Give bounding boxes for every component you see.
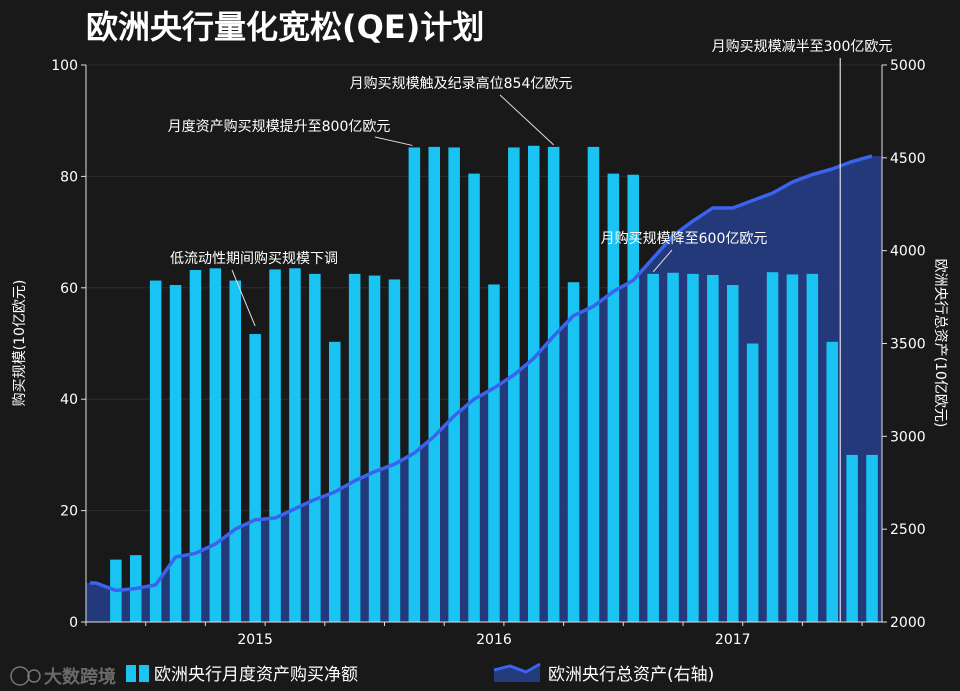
right-tick-label: 2500	[890, 522, 926, 538]
annotation-leader	[374, 136, 413, 146]
legend-bar-label: 欧洲央行月度资产购买净额	[154, 665, 358, 685]
right-tick-label: 3500	[890, 337, 926, 353]
chart-title: 欧洲央行量化宽松(QE)计划	[86, 8, 484, 46]
annotation-leader	[652, 249, 673, 273]
bar-series-layer	[110, 145, 878, 623]
legend-bar-swatch-icon	[126, 665, 149, 682]
purchase-bar	[488, 284, 500, 622]
purchase-bar	[726, 285, 739, 622]
annotation-label: 月度资产购买规模提升至800亿欧元	[168, 119, 391, 135]
annotation-label: 月购买规模降至600亿欧元	[601, 231, 768, 247]
total-assets-line-layer	[90, 154, 873, 593]
purchase-bar	[826, 341, 839, 622]
purchase-bar	[687, 273, 699, 622]
legend-area-label: 欧洲央行总资产(右轴)	[548, 665, 714, 685]
right-tick-label: 3000	[890, 429, 926, 445]
left-tick-label: 100	[51, 58, 78, 74]
purchase-bar	[527, 145, 540, 622]
total-assets-area-layer	[86, 155, 882, 622]
purchase-bar	[766, 272, 779, 622]
purchase-bar	[547, 146, 560, 622]
annotation-leader	[231, 269, 256, 327]
annotation-leader	[499, 94, 554, 146]
purchase-bar	[508, 147, 520, 622]
annotation-label: 月购买规模减半至300亿欧元	[712, 39, 893, 55]
x-tick-label: 2015	[237, 632, 273, 648]
right-tick-label: 2000	[890, 615, 926, 631]
purchase-bar	[627, 174, 640, 622]
purchase-bar	[408, 147, 421, 622]
purchase-bar	[209, 268, 222, 622]
watermark-text: 大数跨境	[44, 666, 116, 688]
axes: 0 20 40 60 80 100 2000 2500 3000 3500 4000 4500 5000…	[51, 58, 925, 648]
purchase-bar	[567, 282, 580, 622]
purchase-bar	[746, 343, 759, 622]
purchase-bar	[647, 273, 659, 622]
left-tick-label: 80	[60, 169, 78, 185]
purchase-bar	[169, 285, 182, 622]
purchase-bar	[269, 269, 281, 622]
purchase-bar	[189, 269, 202, 622]
purchase-bar	[149, 280, 162, 622]
annotation-label: 低流动性期间购买规模下调	[170, 251, 338, 267]
annotations-layer: 低流动性期间购买规模下调 月度资产购买规模提升至800亿欧元 月购买规模触及纪录高位…	[168, 39, 893, 622]
purchase-bar	[428, 146, 441, 622]
purchase-bar	[249, 334, 261, 622]
legend: 欧洲央行月度资产购买净额 欧洲央行总资产(右轴)	[126, 662, 714, 685]
purchase-bar	[607, 173, 620, 623]
purchase-bar	[866, 454, 878, 622]
right-tick-label: 5000	[890, 58, 926, 74]
x-tick-label: 2016	[476, 632, 512, 648]
purchase-bar	[289, 268, 301, 622]
purchase-bar	[707, 274, 719, 622]
total-assets-line	[90, 154, 873, 593]
right-tick-label: 4000	[890, 244, 926, 260]
purchase-bar	[587, 146, 600, 622]
purchase-bar	[846, 454, 858, 622]
left-axis-label: 购买规模(10亿欧元)	[12, 280, 28, 407]
left-tick-label: 0	[69, 615, 78, 631]
x-tick-label: 2017	[715, 632, 751, 648]
left-tick-label: 40	[60, 392, 78, 408]
annotation-label: 月购买规模触及纪录高位854亿欧元	[350, 75, 573, 92]
right-axis-label: 欧洲央行总资产(10亿欧元)	[932, 259, 948, 428]
watermark-logo-icon	[10, 666, 41, 686]
purchase-bar	[448, 147, 460, 622]
purchase-bar	[667, 272, 679, 622]
purchase-bar	[786, 274, 799, 622]
purchase-bar	[309, 273, 321, 622]
purchase-bar	[806, 273, 819, 622]
purchase-bar	[229, 280, 242, 622]
watermark: 大数跨境	[10, 666, 116, 688]
right-tick-label: 4500	[890, 151, 926, 167]
left-tick-label: 20	[60, 504, 78, 520]
left-tick-label: 60	[60, 281, 78, 297]
purchase-bar	[368, 275, 381, 622]
purchase-bar	[388, 279, 401, 622]
total-assets-area	[86, 155, 882, 622]
purchase-bar	[348, 273, 361, 622]
purchase-bar	[328, 341, 341, 622]
legend-area-swatch-icon	[493, 662, 541, 682]
